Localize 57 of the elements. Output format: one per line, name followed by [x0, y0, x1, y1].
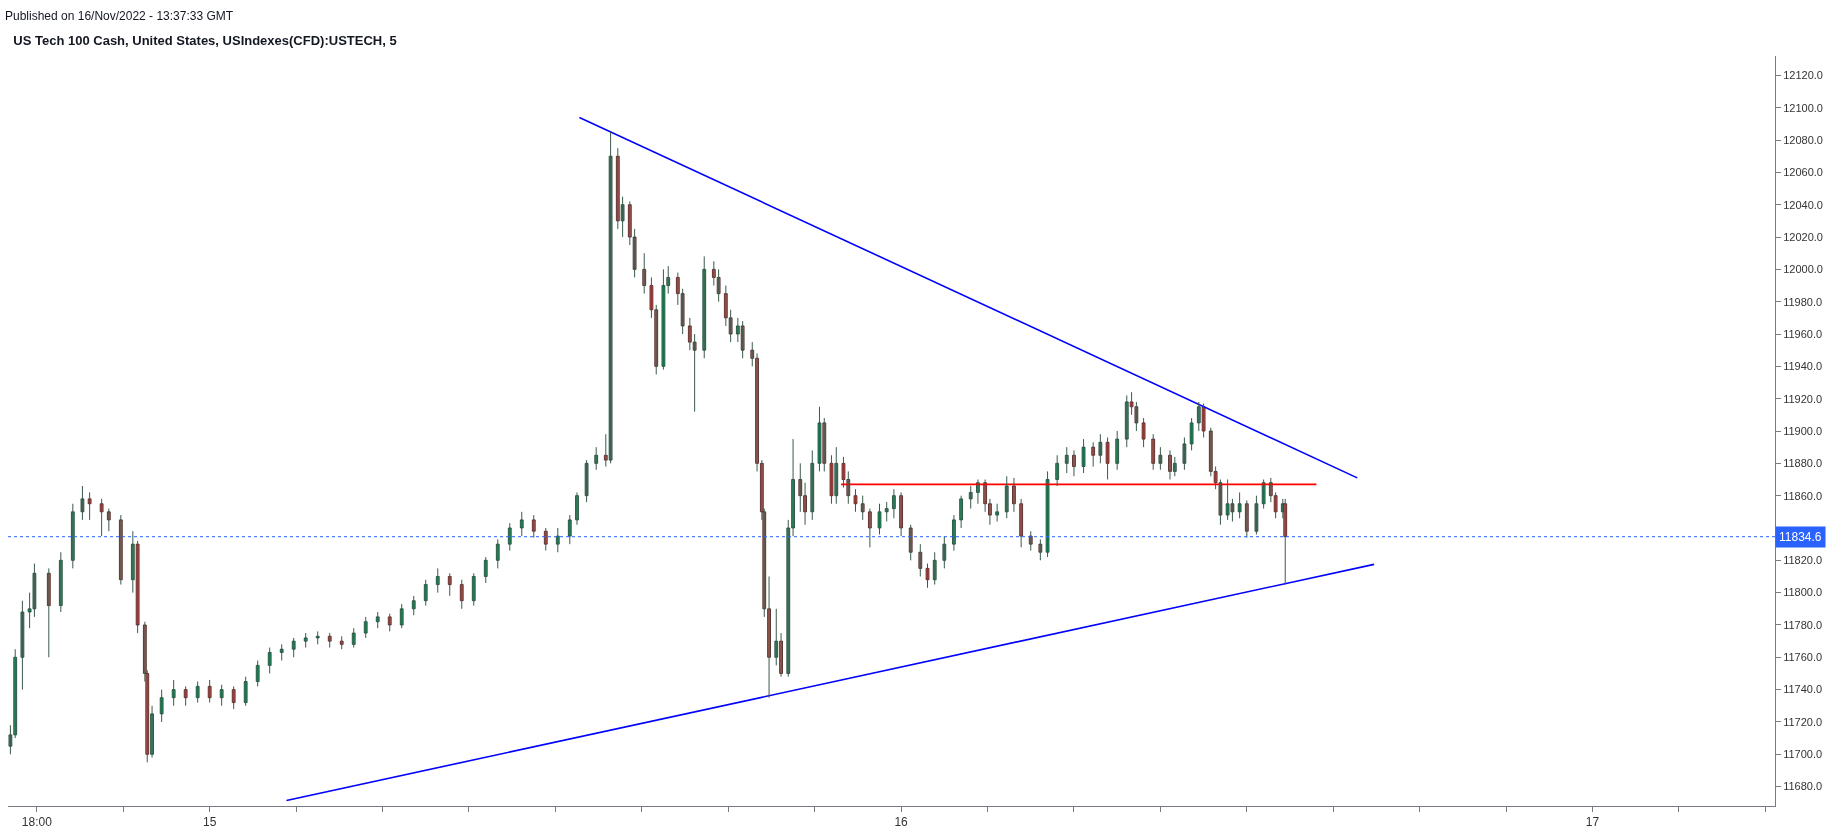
text: Published on 16/Nov/2022 - 13:37:33 GMT [5, 9, 234, 23]
candlestick [1028, 530, 1033, 552]
y-tick-label: 11880.0 [1783, 457, 1823, 470]
chart-title: US Tech 100 Cash, United States, USIndexes(CFD):USTECH, 5 [13, 33, 397, 49]
candlestick [32, 563, 37, 618]
candlestick [877, 503, 882, 535]
y-tick-label: 12020.0 [1783, 230, 1823, 243]
candlestick [106, 508, 111, 532]
candlestick [1081, 438, 1086, 474]
ref-line-label: 11834.6 [1779, 530, 1822, 544]
candlestick [339, 635, 344, 650]
y-tick-label: 11680.0 [1783, 780, 1823, 793]
y-tick-label: 12080.0 [1783, 133, 1823, 146]
y-tick-label: 12100.0 [1783, 101, 1823, 114]
candlestick [1230, 498, 1235, 523]
y-tick-label: 11740.0 [1783, 683, 1823, 696]
y-tick-label: 11960.0 [1783, 327, 1823, 340]
candlestick [817, 406, 822, 472]
candlestick [603, 433, 608, 468]
candlestick [1254, 495, 1259, 535]
candlestick [519, 511, 524, 537]
candlestick [327, 632, 332, 649]
y-tick-label: 11820.0 [1783, 554, 1823, 567]
candlestick [87, 491, 92, 521]
y-tick-label: 11920.0 [1783, 392, 1823, 405]
y-tick-label: 12000.0 [1783, 263, 1823, 276]
y-tick-label: 11700.0 [1783, 748, 1823, 761]
x-tick-label: 15 [202, 815, 217, 830]
candlestick [853, 488, 858, 513]
candlestick [375, 611, 380, 629]
candlestick [925, 563, 930, 589]
candlestick [1045, 470, 1050, 558]
y-tick-label: 12040.0 [1783, 198, 1823, 211]
candlestick [555, 527, 560, 553]
x-tick-label: 18:00 [21, 815, 53, 830]
x-tick-label: 17 [1585, 815, 1600, 830]
y-tick-label: 11780.0 [1783, 618, 1823, 631]
candlestick [387, 613, 392, 632]
y-tick-label: 11900.0 [1783, 424, 1823, 437]
y-tick-label: 11760.0 [1783, 651, 1823, 664]
candlestick [80, 485, 85, 521]
y-tick-label: 12120.0 [1783, 69, 1823, 82]
y-tick-label: 11940.0 [1783, 360, 1823, 373]
candlestick [968, 485, 973, 510]
y-tick-label: 12060.0 [1783, 166, 1823, 179]
y-tick-label: 11800.0 [1783, 586, 1823, 599]
candlestick [20, 600, 25, 691]
candlestick [291, 637, 296, 658]
candlestick [315, 630, 320, 645]
candlestick [661, 268, 666, 371]
candlestick [829, 454, 834, 505]
y-tick-label: 11860.0 [1783, 489, 1823, 502]
x-tick-label: 16 [894, 815, 909, 830]
candlestick [1105, 436, 1110, 480]
y-tick-label: 11980.0 [1783, 295, 1823, 308]
y-tick-label: 11720.0 [1783, 715, 1823, 728]
candlestick [303, 632, 308, 649]
